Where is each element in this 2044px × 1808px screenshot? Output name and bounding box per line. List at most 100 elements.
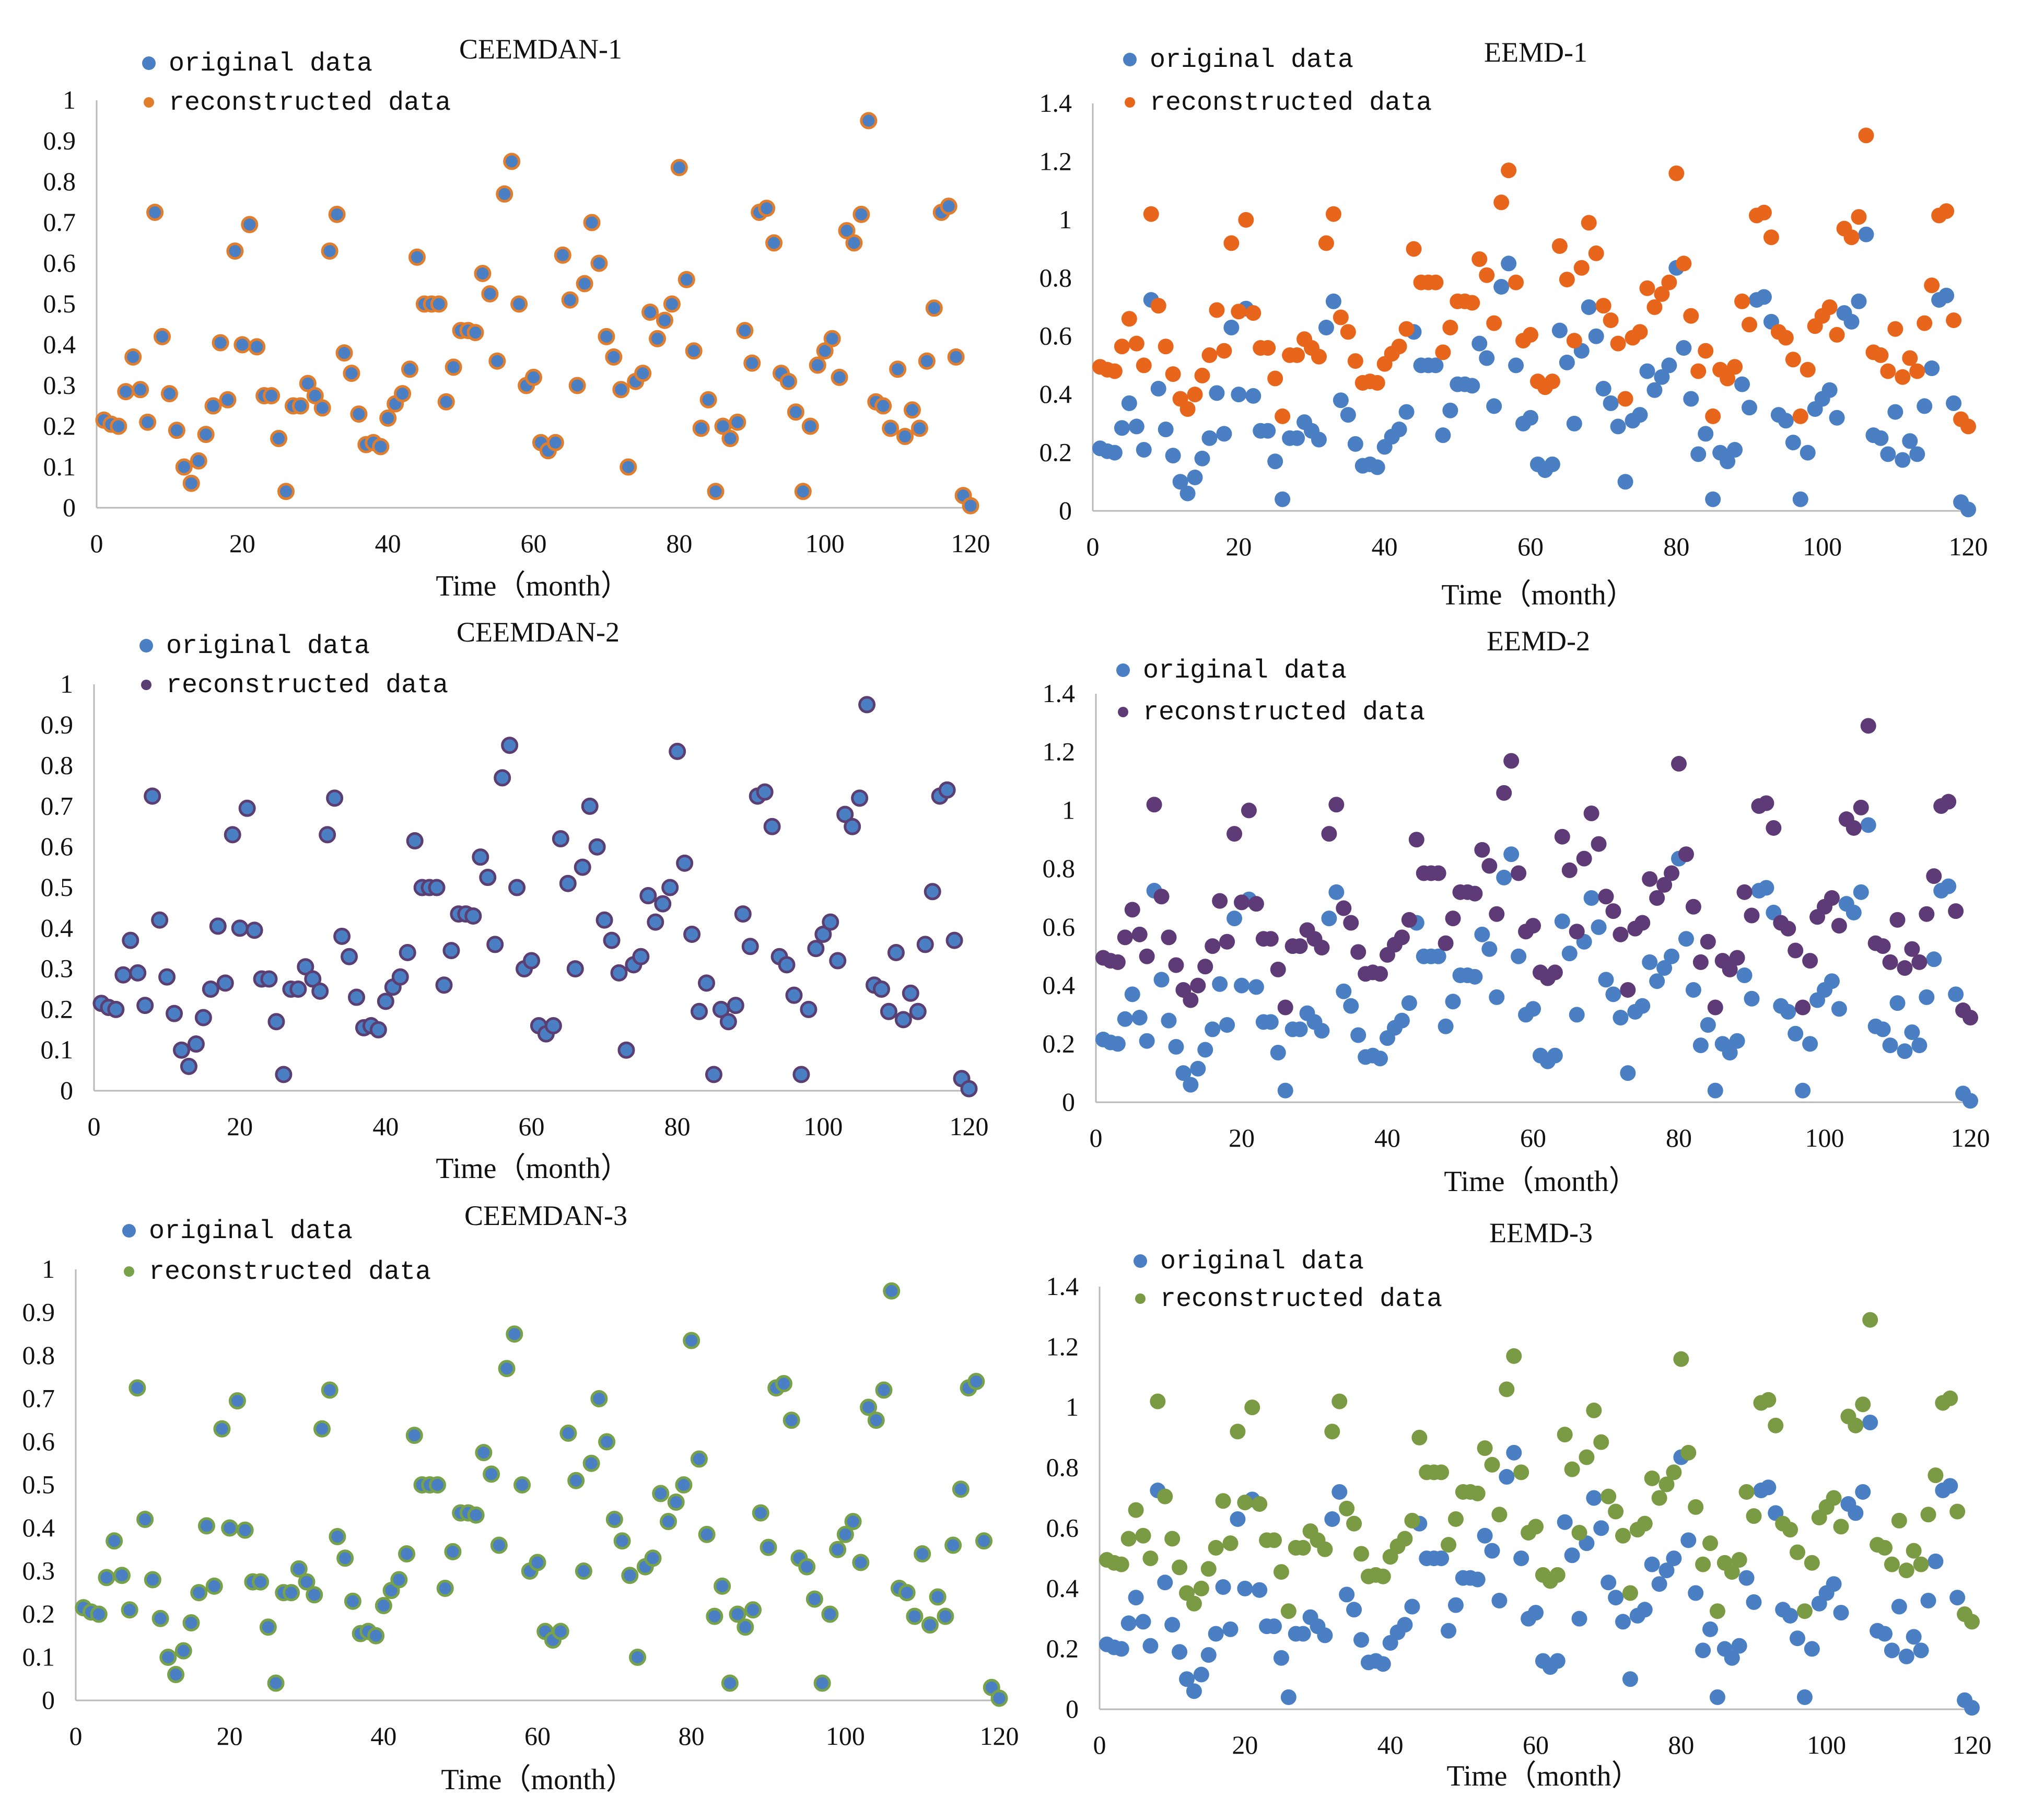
scatter-point-reconstructed [582, 1454, 600, 1472]
scatter-point-reconstructed [299, 375, 317, 392]
chart-eemd3: 0 0.2 0.4 0.6 0.8 1 1.2 1.4 0 20 40 60 80 100 120 EEMD-… [1046, 1217, 1992, 1792]
chart-title: EEMD-2 [1487, 625, 1590, 657]
scatter-point-original [1121, 395, 1137, 411]
scatter-point-reconstructed [1561, 862, 1578, 878]
scatter-point-reconstructed [952, 1480, 970, 1498]
x-tick-label: 100 [1805, 1123, 1844, 1152]
scatter-point-reconstructed [1263, 931, 1279, 947]
scatter-point-original [1428, 357, 1444, 374]
scatter-point-original [1884, 1642, 1900, 1659]
scatter-point-reconstructed [1680, 1444, 1697, 1461]
scatter-point-reconstructed [110, 417, 127, 435]
x-tick-label: 80 [1663, 532, 1689, 561]
scatter-point-reconstructed [882, 419, 900, 437]
scatter-point-reconstructed [775, 1375, 792, 1393]
scatter-point-reconstructed [132, 381, 149, 399]
x-axis-label: Time（month） [436, 1152, 629, 1185]
scatter-point-original [1924, 360, 1940, 376]
scatter-point-original [1153, 972, 1170, 988]
scatter-point-original [1267, 453, 1283, 470]
scatter-point-reconstructed [187, 1035, 205, 1053]
scatter-point-reconstructed [1913, 1556, 1929, 1572]
y-tick-label: 0 [63, 493, 76, 522]
scatter-point-original [1318, 320, 1334, 335]
scatter-point-reconstructed [1591, 836, 1607, 852]
scatter-point-reconstructed [617, 1041, 635, 1059]
scatter-point-reconstructed [1873, 347, 1889, 363]
y-tick-label: 0.6 [43, 248, 76, 277]
scatter-point-reconstructed [1601, 1488, 1617, 1504]
scatter-point-original [1906, 1629, 1922, 1645]
scatter-point-reconstructed [1707, 999, 1723, 1016]
scatter-point-reconstructed [406, 832, 424, 850]
y-tick-label: 0.3 [43, 370, 76, 400]
scatter-point-reconstructed [1698, 343, 1714, 359]
scatter-point-reconstructed [1222, 1535, 1239, 1552]
scatter-point-reconstructed [1851, 209, 1867, 225]
scatter-point-reconstructed [1848, 1417, 1864, 1433]
scatter-point-reconstructed [321, 242, 338, 260]
scatter-point-original [1642, 954, 1658, 970]
scatter-point-original [1928, 1553, 1944, 1569]
scatter-point-original [1157, 1574, 1173, 1591]
scatter-point-original [1615, 1614, 1631, 1630]
scatter-point-reconstructed [805, 1590, 823, 1608]
y-tick-label: 0.6 [1043, 912, 1076, 941]
x-tick-label: 100 [826, 1721, 865, 1751]
scatter-point-reconstructed [906, 1607, 924, 1625]
scatter-point-reconstructed [1700, 934, 1716, 950]
scatter-point-reconstructed [734, 905, 752, 923]
scatter-point-reconstructed [1430, 865, 1446, 881]
scatter-point-reconstructed [737, 1618, 754, 1636]
scatter-point-reconstructed [1339, 1500, 1355, 1517]
scatter-point-reconstructed [852, 1554, 870, 1571]
chart-title: CEEMDAN-3 [464, 1200, 627, 1231]
scatter-point-reconstructed [1942, 1390, 1958, 1406]
scatter-point-reconstructed [1406, 241, 1422, 257]
scatter-point-reconstructed [787, 403, 804, 421]
scatter-point-reconstructed [1325, 206, 1341, 222]
scatter-point-reconstructed [298, 1573, 316, 1591]
scatter-point-reconstructed [858, 696, 876, 714]
scatter-point-reconstructed [814, 925, 832, 943]
scatter-point-reconstructed [552, 830, 569, 848]
scatter-point-original [1666, 1550, 1682, 1567]
scatter-point-original [1172, 474, 1188, 490]
scatter-point-reconstructed [1267, 370, 1283, 387]
scatter-point-reconstructed [1153, 889, 1170, 905]
scatter-point-original [1722, 1045, 1738, 1061]
scatter-point-original [1187, 469, 1203, 485]
y-tick-label: 0.1 [22, 1642, 55, 1672]
x-tick-label: 40 [375, 529, 401, 558]
scatter-point-original [1397, 1617, 1413, 1633]
series-reconstructed [75, 1282, 1008, 1707]
scatter-point-reconstructed [213, 1420, 231, 1438]
scatter-point-reconstructed [554, 246, 571, 264]
scatter-point-reconstructed [758, 200, 776, 217]
scatter-point-reconstructed [1486, 315, 1502, 331]
scatter-point-original [1474, 926, 1490, 942]
legend-marker-reconstructed [144, 97, 154, 108]
scatter-point-reconstructed [335, 344, 353, 362]
scatter-point-original [1430, 948, 1446, 964]
scatter-point-reconstructed [1576, 850, 1592, 867]
scatter-point-reconstructed [1768, 1417, 1784, 1433]
scatter-point-original [1464, 378, 1480, 394]
scatter-point-reconstructed [513, 1476, 531, 1494]
scatter-point-reconstructed [1800, 361, 1816, 378]
scatter-point-reconstructed [1646, 299, 1663, 315]
scatter-point-reconstructed [350, 405, 368, 423]
scatter-point-reconstructed [377, 993, 394, 1010]
scatter-point-reconstructed [736, 322, 754, 340]
scatter-point-reconstructed [685, 342, 703, 360]
scatter-point-reconstructed [852, 205, 870, 223]
scatter-point-reconstructed [588, 838, 606, 856]
y-tick-label: 0.4 [1039, 379, 1072, 409]
scatter-point-reconstructed [656, 311, 673, 329]
y-tick-label: 1 [42, 1254, 55, 1284]
scatter-point-reconstructed [1411, 1429, 1428, 1445]
y-tick-label: 0 [60, 1076, 73, 1105]
scatter-point-reconstructed [1960, 418, 1976, 435]
scatter-point-original [1292, 1021, 1308, 1037]
scatter-point-reconstructed [1804, 1555, 1820, 1571]
